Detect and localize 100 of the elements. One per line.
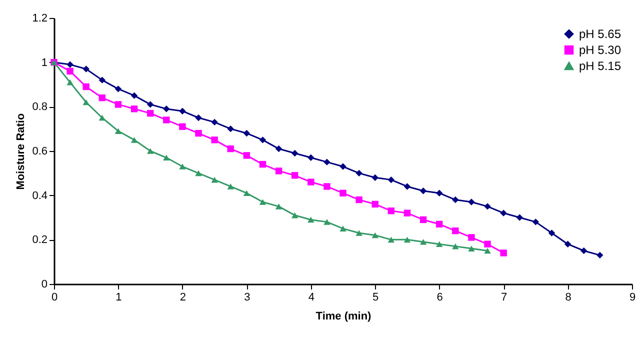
- y-tick-label: 1: [41, 56, 48, 69]
- point: [372, 200, 378, 208]
- point: [82, 99, 90, 106]
- point: [596, 252, 604, 259]
- point: [372, 174, 378, 181]
- point: [436, 241, 443, 248]
- x-tick-label: 2: [180, 292, 186, 304]
- point: [130, 106, 138, 112]
- point: [82, 83, 90, 90]
- x-tick-label: 6: [436, 292, 443, 304]
- point: [580, 247, 588, 254]
- point: [356, 196, 362, 204]
- point: [98, 114, 106, 121]
- point: [516, 214, 523, 221]
- point: [259, 136, 266, 144]
- y-tick-label: 0.2: [32, 234, 48, 246]
- point: [291, 172, 298, 179]
- point: [372, 232, 378, 238]
- x-axis-title: Time (min): [316, 310, 372, 322]
- point: [243, 190, 250, 196]
- point: [468, 198, 475, 206]
- point: [420, 238, 427, 245]
- point: [195, 114, 202, 122]
- point: [179, 123, 186, 130]
- point: [259, 199, 266, 205]
- point: [340, 163, 346, 170]
- point: [436, 190, 443, 196]
- point: [564, 240, 572, 248]
- point: [291, 212, 298, 218]
- point: [324, 183, 330, 190]
- point: [452, 227, 459, 234]
- point: [114, 128, 122, 134]
- point: [243, 130, 250, 137]
- point: [211, 118, 218, 126]
- x-tick-label: 1: [116, 292, 122, 304]
- point: [291, 150, 298, 157]
- point: [468, 246, 475, 252]
- point: [420, 188, 427, 194]
- point: [404, 236, 411, 243]
- point: [211, 176, 218, 183]
- point: [243, 152, 250, 159]
- point: [275, 204, 282, 210]
- point: [275, 168, 282, 174]
- legend-label: pH 5.65: [579, 27, 622, 41]
- point: [130, 137, 138, 143]
- point: [66, 79, 74, 86]
- point: [227, 145, 234, 152]
- point: [275, 145, 282, 152]
- point: [404, 210, 411, 216]
- x-tick-label: 9: [629, 292, 636, 304]
- point: [308, 178, 314, 186]
- point: [98, 76, 106, 84]
- point: [227, 184, 234, 190]
- point: [82, 66, 90, 72]
- point: [484, 248, 491, 254]
- point: [500, 250, 507, 256]
- legend-label: pH 5.15: [579, 59, 622, 73]
- point: [259, 160, 266, 168]
- point: [484, 203, 491, 210]
- point: [548, 230, 556, 236]
- point: [420, 216, 427, 224]
- point: [179, 164, 186, 170]
- x-tick-label: 7: [500, 292, 508, 304]
- point: [98, 94, 106, 102]
- point: [340, 226, 346, 232]
- point: [66, 61, 74, 68]
- point: [163, 154, 170, 161]
- y-axis-title: Moisture Ratio: [15, 113, 28, 190]
- point: [388, 176, 395, 184]
- y-tick-label: 0.4: [32, 190, 48, 202]
- point: [146, 101, 154, 108]
- x-tick-label: 4: [308, 292, 314, 304]
- x-tick-label: 8: [565, 292, 572, 304]
- point: [114, 101, 122, 108]
- point: [388, 207, 395, 214]
- x-tick-label: 5: [372, 292, 379, 304]
- point: [452, 196, 459, 204]
- point: [179, 108, 186, 114]
- point: [146, 148, 154, 154]
- y-tick-label: 1.2: [32, 12, 48, 24]
- point: [211, 136, 218, 144]
- point: [468, 234, 475, 241]
- point: [388, 236, 395, 243]
- point: [404, 183, 411, 190]
- point: [452, 243, 459, 250]
- point: [66, 68, 74, 75]
- point: [356, 230, 362, 236]
- point: [146, 110, 154, 117]
- y-tick-label: 0.8: [32, 101, 48, 114]
- point: [227, 125, 234, 132]
- point: [356, 170, 362, 177]
- point: [130, 92, 138, 99]
- point: [324, 158, 330, 166]
- point: [114, 86, 122, 92]
- point: [308, 154, 314, 162]
- x-tick-label: 3: [244, 292, 250, 304]
- legend-label: pH 5.30: [579, 43, 622, 57]
- point: [308, 216, 314, 223]
- point: [532, 218, 540, 226]
- point: [163, 116, 170, 124]
